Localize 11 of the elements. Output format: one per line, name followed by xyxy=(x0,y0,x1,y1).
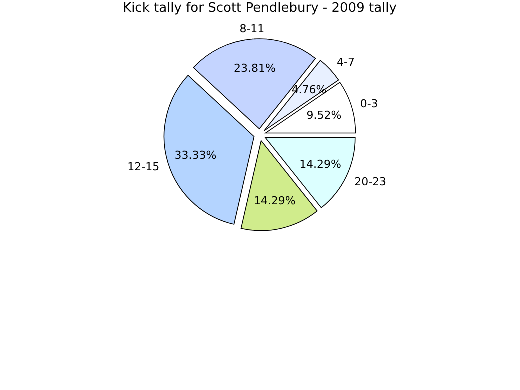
data-label: 14.29% xyxy=(254,194,296,208)
chart-title: Kick tally for Scott Pendlebury - 2009 tally xyxy=(123,1,398,16)
data-label: 14.29% xyxy=(300,158,342,172)
data-label: 9.52% xyxy=(306,109,342,122)
slice-label: 0-3 xyxy=(360,97,378,110)
slice-label: 12-15 xyxy=(128,160,160,174)
slice-label: 20-23 xyxy=(354,175,387,188)
slice-label: 4-7 xyxy=(336,56,355,70)
data-label: 23.81% xyxy=(234,62,276,75)
slice-label: 8-11 xyxy=(240,22,265,36)
data-label: 33.33% xyxy=(174,148,217,162)
